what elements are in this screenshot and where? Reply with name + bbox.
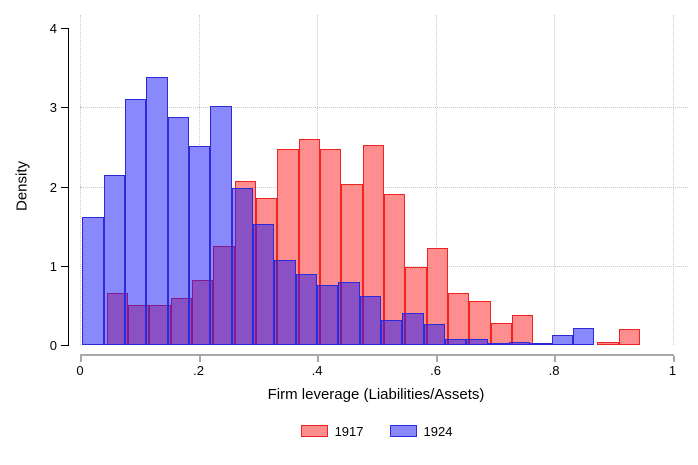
x-tick xyxy=(435,356,438,362)
histogram-bar-1924 xyxy=(103,174,126,345)
histogram-bar-1924 xyxy=(167,116,190,345)
x-tick xyxy=(317,356,319,362)
histogram-bar-1924 xyxy=(466,339,488,345)
histogram-bar-1924 xyxy=(359,295,381,345)
histogram-bar-1924 xyxy=(253,223,275,345)
legend: 1917 1924 xyxy=(80,422,673,440)
x-tick-label: 1 xyxy=(668,363,677,378)
histogram-bar-1924 xyxy=(402,313,424,345)
histogram-bar-1917 xyxy=(469,301,491,345)
y-tick xyxy=(61,265,68,267)
histogram-bar-1924 xyxy=(146,77,168,345)
y-tick-label: 1 xyxy=(49,258,57,274)
histogram-bar-1924 xyxy=(317,284,339,345)
histogram-bar-1924 xyxy=(530,343,552,346)
legend-label-1917: 1917 xyxy=(334,423,364,439)
x-tick-label: .4 xyxy=(311,363,323,378)
histogram-bar-1924 xyxy=(338,281,360,345)
y-tick xyxy=(61,345,68,346)
histogram-bar-1924 xyxy=(82,216,104,345)
x-gridline xyxy=(80,15,81,345)
y-tick-label: 2 xyxy=(49,179,57,195)
x-tick-label: .8 xyxy=(548,363,560,378)
x-tick xyxy=(80,356,82,362)
histogram-bar-1924 xyxy=(487,342,509,345)
histogram-bar-1924 xyxy=(210,105,232,345)
histogram-bar-1924 xyxy=(231,188,253,345)
y-tick xyxy=(61,28,68,29)
legend-item-1924: 1924 xyxy=(389,423,453,439)
histogram-bar-1924 xyxy=(572,328,595,345)
histogram-bar-1924 xyxy=(295,273,317,345)
x-gridline xyxy=(435,15,437,345)
x-tick xyxy=(198,356,201,362)
x-axis-line xyxy=(80,354,674,356)
y-axis-line xyxy=(68,28,69,346)
x-gridline xyxy=(672,15,674,345)
histogram-bar-1924 xyxy=(380,320,403,345)
histogram-bar-1924 xyxy=(508,341,531,345)
histogram-bar-1917 xyxy=(511,314,534,345)
y-gridline xyxy=(80,107,688,109)
y-tick xyxy=(61,186,68,188)
x-axis-title: Firm leverage (Liabilities/Assets) xyxy=(267,386,485,403)
histogram-bar-1917 xyxy=(618,329,640,345)
y-tick xyxy=(61,107,68,109)
histogram-bar-1924 xyxy=(189,146,211,345)
y-gridline xyxy=(80,186,688,188)
histogram-bar-1917 xyxy=(447,293,470,345)
histogram-bar-1924 xyxy=(551,334,573,345)
legend-item-1917: 1917 xyxy=(300,423,364,439)
legend-swatch-1917 xyxy=(300,425,328,437)
y-tick-label: 0 xyxy=(49,338,57,353)
histogram-bar-1924 xyxy=(274,260,296,345)
histogram-bar-1924 xyxy=(423,324,445,345)
x-tick xyxy=(672,356,675,362)
y-tick-label: 3 xyxy=(49,100,57,116)
histogram-bar-1924 xyxy=(125,98,147,345)
x-tick-label: .2 xyxy=(193,363,204,378)
legend-label-1924: 1924 xyxy=(423,423,453,439)
x-tick xyxy=(554,356,556,362)
y-tick-label: 4 xyxy=(49,21,57,36)
histogram-bar-1924 xyxy=(444,339,467,345)
histogram-bar-1917 xyxy=(597,341,619,345)
x-gridline xyxy=(554,15,555,345)
legend-swatch-1924 xyxy=(389,425,417,437)
x-tick-label: .6 xyxy=(430,363,441,378)
x-tick-label: 0 xyxy=(76,363,84,378)
y-axis-title: Density xyxy=(13,160,31,212)
